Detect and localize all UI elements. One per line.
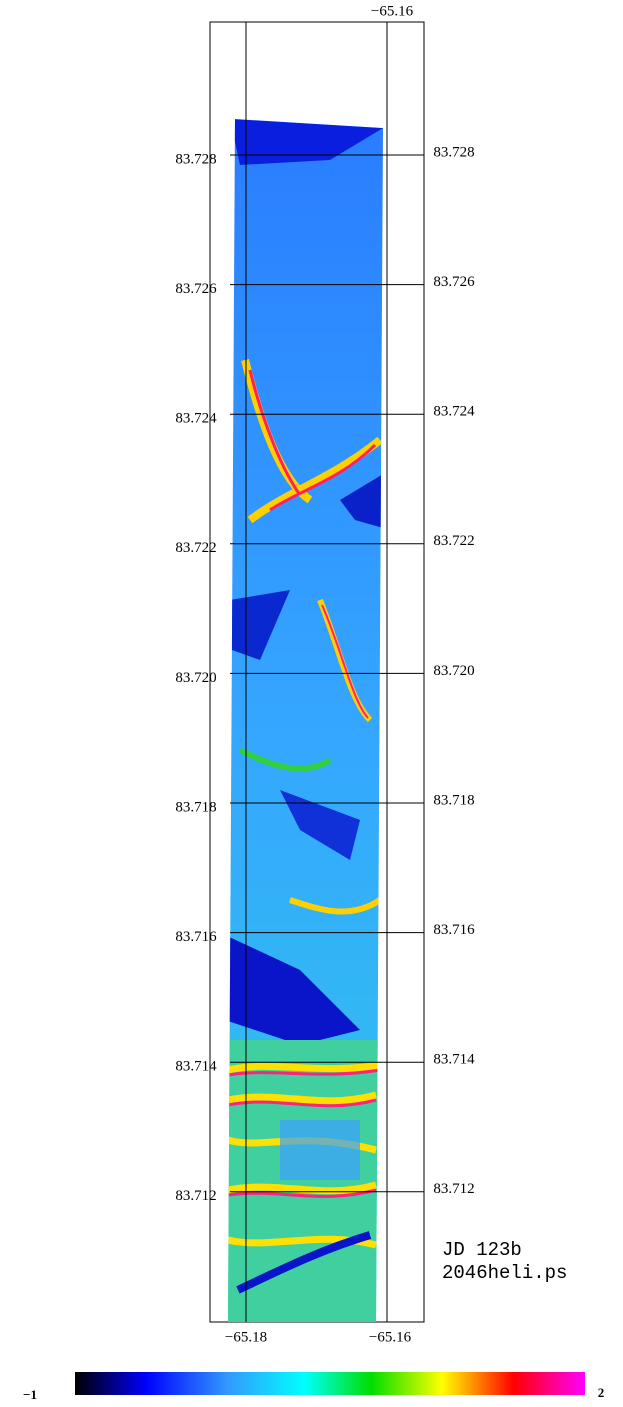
annotation: JD 123b bbox=[442, 1239, 522, 1261]
right-lat-label: 83.714 bbox=[433, 1052, 475, 1068]
right-lat-label: 83.712 bbox=[433, 1181, 474, 1197]
right-lat-label: 83.716 bbox=[433, 922, 475, 938]
top-lon-label: −65.16 bbox=[371, 3, 414, 19]
annotation: 2046heli.ps bbox=[442, 1262, 567, 1284]
bottom-lon-label: −65.16 bbox=[369, 1329, 412, 1345]
colorbar-max-label: 2 bbox=[598, 1385, 605, 1400]
left-lat-label: 83.716 bbox=[175, 929, 217, 945]
swath-image bbox=[228, 119, 383, 1322]
left-lat-label: 83.712 bbox=[175, 1188, 216, 1204]
left-lat-label: 83.728 bbox=[175, 151, 216, 167]
right-lat-label: 83.718 bbox=[433, 792, 474, 808]
left-lat-label: 83.720 bbox=[175, 670, 216, 686]
bottom-lon-label: −65.18 bbox=[225, 1329, 267, 1345]
right-lat-label: 83.722 bbox=[433, 533, 474, 549]
right-lat-label: 83.728 bbox=[433, 144, 474, 160]
left-lat-label: 83.724 bbox=[175, 411, 217, 427]
left-lat-label: 83.726 bbox=[175, 281, 217, 297]
colorbar-min-label: −1 bbox=[23, 1387, 37, 1402]
colorbar bbox=[75, 1372, 585, 1395]
right-lat-label: 83.720 bbox=[433, 663, 474, 679]
left-lat-label: 83.722 bbox=[175, 540, 216, 556]
right-lat-label: 83.724 bbox=[433, 404, 475, 420]
left-lat-label: 83.718 bbox=[175, 799, 216, 815]
right-lat-label: 83.726 bbox=[433, 274, 475, 290]
left-lat-label: 83.714 bbox=[175, 1059, 217, 1075]
